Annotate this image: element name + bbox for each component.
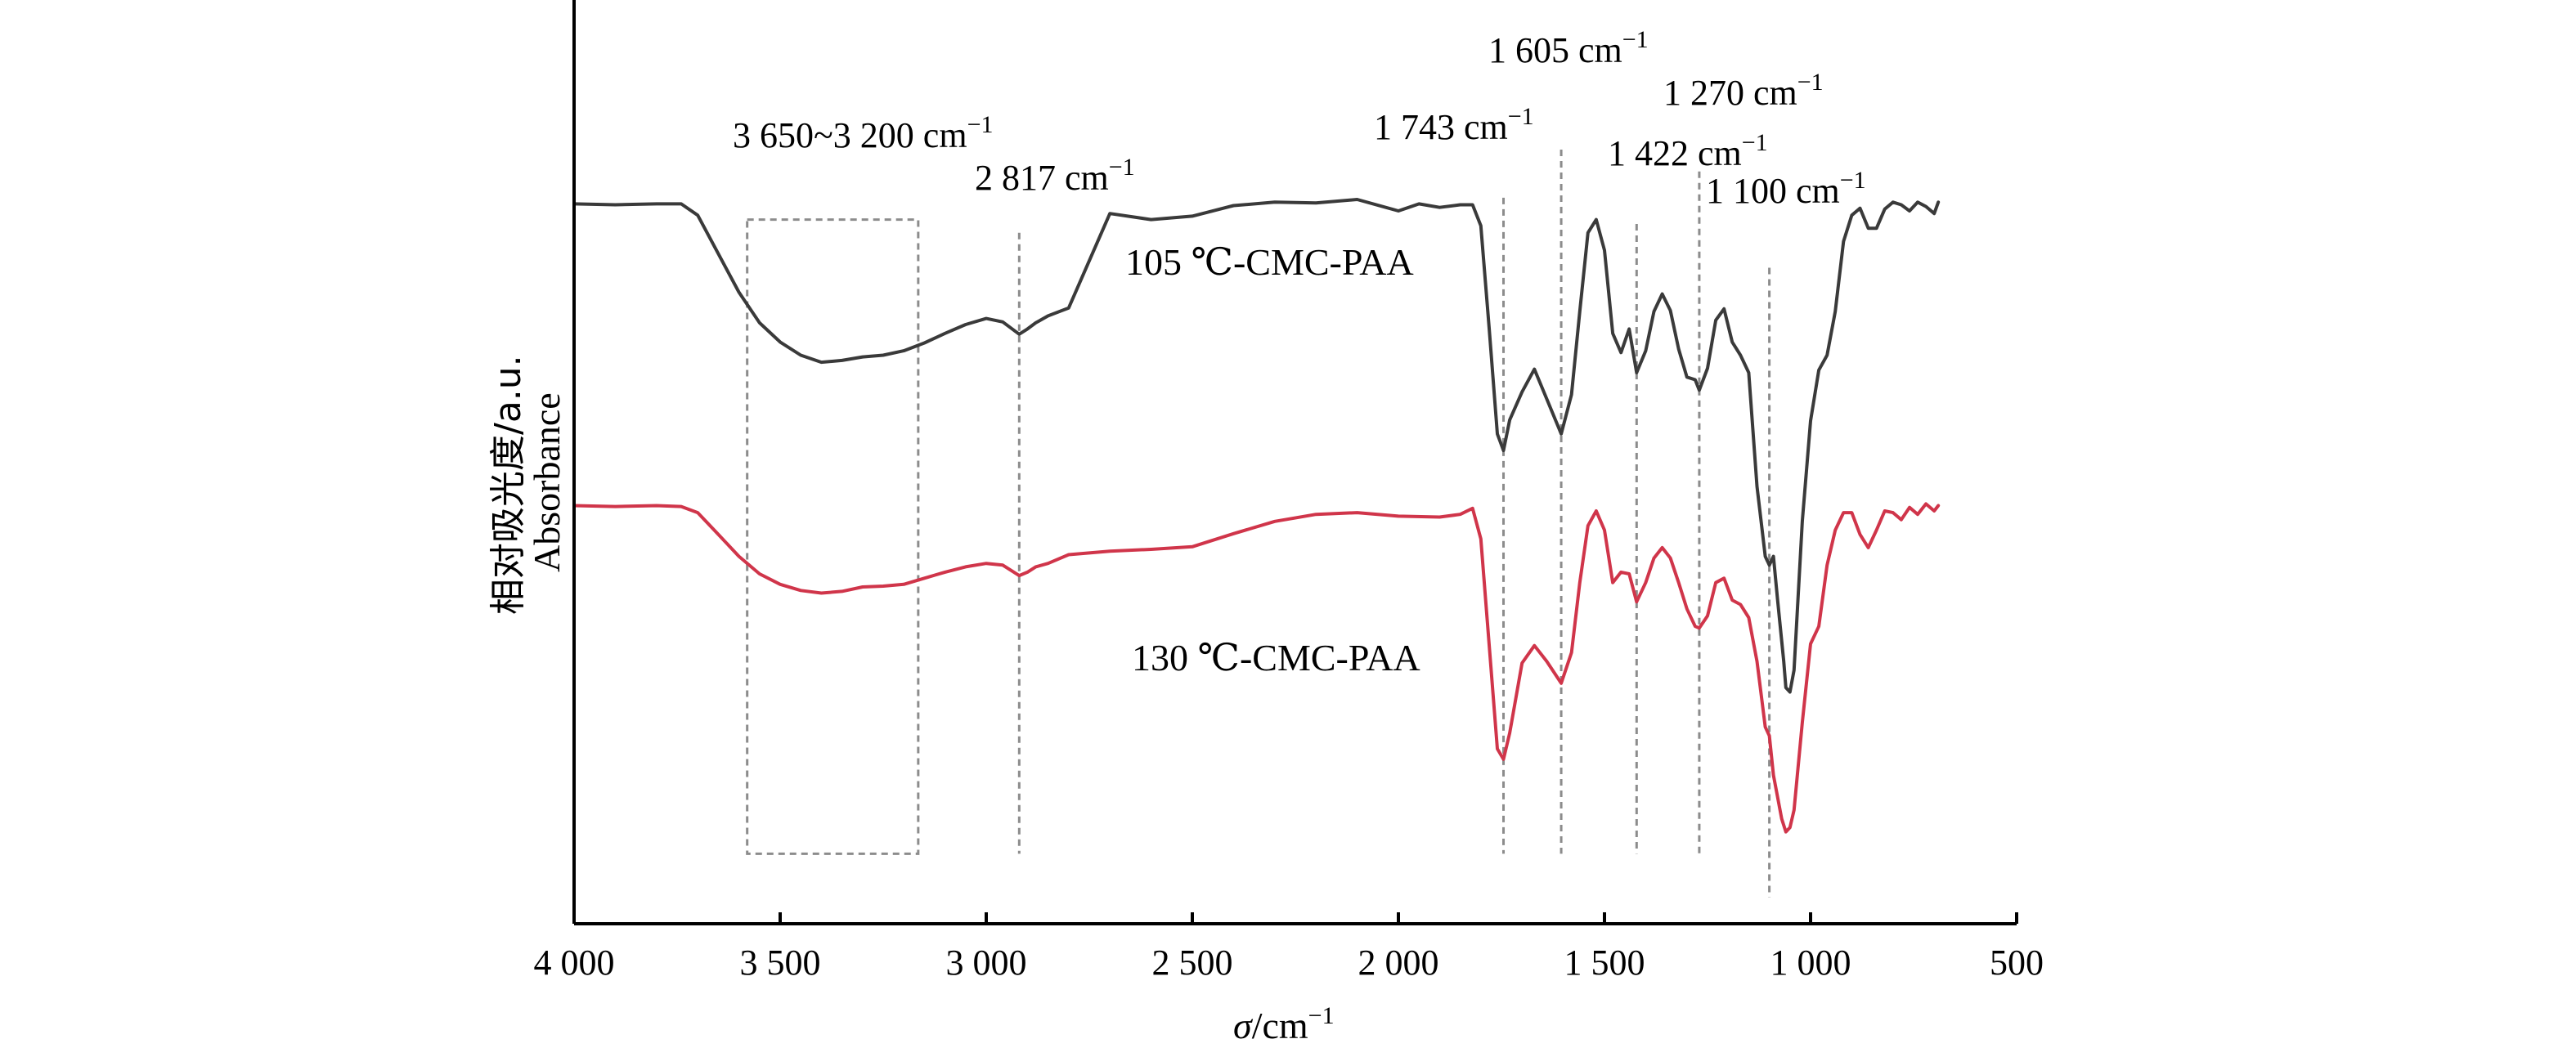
series-label-105: 105 ℃-CMC-PAA: [1125, 241, 1414, 283]
x-tick-label-4000: 4 000: [534, 943, 615, 983]
x-tick-label-3000: 3 000: [946, 943, 1027, 983]
annotation-layer: [746, 150, 1771, 898]
annotation-box-3650-3200: [746, 218, 920, 855]
x-tick-label-500: 500: [1990, 943, 2044, 983]
series-line-105: [572, 198, 1941, 694]
x-tick-label-3500: 3 500: [740, 943, 821, 983]
annotation-label-1743: 1 743 cm−1: [1374, 103, 1534, 147]
x-tick-label-1000: 1 000: [1770, 943, 1851, 983]
annotation-label-1100: 1 100 cm−1: [1706, 167, 1866, 211]
annotation-label-1605: 1 605 cm−1: [1488, 26, 1649, 70]
annotation-label-1270: 1 270 cm−1: [1663, 69, 1824, 113]
series-label-130: 130 ℃-CMC-PAA: [1132, 637, 1420, 679]
x-tick-label-2000: 2 000: [1358, 943, 1439, 983]
axis-layer: 4 000 3 500 3 000 2 500 2 000 1 500 1 000 500: [534, 0, 2044, 983]
annotation-label-2817: 2 817 cm−1: [975, 154, 1135, 198]
series-line-130: [572, 502, 1941, 834]
annotation-label-3650-3200: 3 650~3 200 cm−1: [733, 111, 993, 155]
x-tick-label-1500: 1 500: [1564, 943, 1645, 983]
series-layer: [572, 198, 1941, 834]
x-tick-label-2500: 2 500: [1152, 943, 1233, 983]
y-axis-title-cn: 相对吸光度/a.u.: [487, 355, 529, 615]
y-axis-title-en: Absorbance: [526, 392, 568, 572]
x-axis-title: σ/cm−1: [1233, 1002, 1335, 1046]
annotation-label-1422: 1 422 cm−1: [1608, 129, 1768, 173]
